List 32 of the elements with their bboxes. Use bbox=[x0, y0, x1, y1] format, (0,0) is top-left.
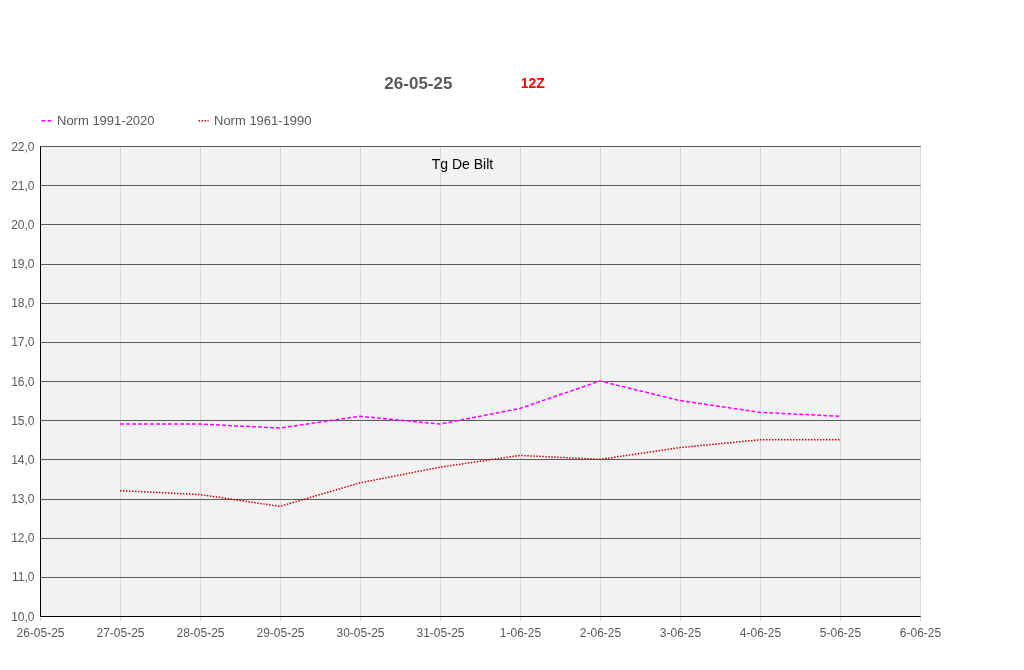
line-series bbox=[119, 380, 841, 429]
y-tick-label: 22,0 bbox=[11, 139, 35, 154]
x-tick-label: 3-06-25 bbox=[659, 625, 702, 640]
x-tick-label: 4-06-25 bbox=[739, 625, 782, 640]
y-tick-label: 11,0 bbox=[12, 570, 35, 585]
x-tick-label: 28-05-25 bbox=[176, 625, 225, 640]
x-tick-label: 2-06-25 bbox=[579, 625, 622, 640]
y-tick-label: 20,0 bbox=[11, 217, 35, 232]
x-tick-label: 1-06-25 bbox=[499, 625, 542, 640]
legend-label: Norm 1991-2020 bbox=[57, 112, 155, 128]
y-tick-label: 12,0 bbox=[11, 531, 35, 546]
x-tick-label: 26-05-25 bbox=[16, 625, 65, 640]
x-tick-label: 31-05-25 bbox=[416, 625, 465, 640]
x-tick-label: 5-06-25 bbox=[819, 625, 862, 640]
chart-title: 26-05-25 bbox=[384, 74, 453, 93]
x-tick-label: 6-06-25 bbox=[899, 625, 942, 640]
y-tick-label: 18,0 bbox=[11, 296, 35, 311]
x-tick-label: 27-05-25 bbox=[96, 625, 145, 640]
y-tick-label: 16,0 bbox=[11, 374, 35, 389]
x-tick-label: 29-05-25 bbox=[256, 625, 305, 640]
y-tick-label: 21,0 bbox=[11, 178, 35, 193]
y-tick-label: 13,0 bbox=[11, 492, 35, 506]
annotation: Tg De Bilt bbox=[431, 156, 494, 172]
chart-subtitle: 12Z bbox=[520, 75, 546, 91]
legend-label: Norm 1961-1990 bbox=[214, 112, 312, 128]
y-tick-label: 15,0 bbox=[11, 413, 35, 428]
line-series bbox=[119, 439, 841, 508]
y-tick-label: 14,0 bbox=[11, 452, 35, 467]
y-tick-label: 17,0 bbox=[11, 335, 35, 350]
y-tick-label: 10,0 bbox=[11, 609, 35, 624]
x-tick-label: 30-05-25 bbox=[336, 625, 385, 640]
y-tick-label: 19,0 bbox=[11, 257, 35, 271]
